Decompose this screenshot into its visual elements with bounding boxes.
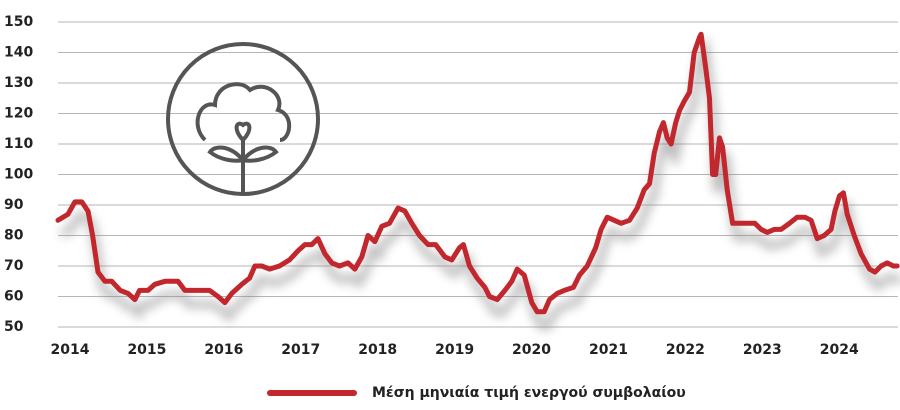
x-tick-label: 2024 [820, 342, 859, 358]
y-tick-label: 90 [4, 197, 24, 213]
x-tick-label: 2017 [281, 342, 320, 358]
x-tick-label: 2023 [743, 342, 782, 358]
x-tick-label: 2018 [358, 342, 397, 358]
x-tick-label: 2020 [512, 342, 551, 358]
x-tick-label: 2015 [127, 342, 166, 358]
x-tick-label: 2022 [666, 342, 705, 358]
y-tick-label: 50 [4, 319, 24, 335]
y-tick-label: 120 [4, 106, 33, 122]
y-tick-label: 110 [4, 136, 33, 152]
series-line [55, 31, 900, 315]
x-tick-label: 2016 [204, 342, 243, 358]
y-tick-label: 60 [4, 289, 24, 305]
y-tick-label: 140 [4, 45, 33, 61]
y-tick-label: 70 [4, 258, 24, 274]
legend-label: Μέση μηνιαία τιμή ενεργού συμβολαίου [372, 385, 686, 401]
y-tick-label: 150 [4, 14, 33, 30]
x-tick-label: 2019 [435, 342, 474, 358]
y-tick-label: 80 [4, 228, 24, 244]
y-tick-label: 130 [4, 75, 33, 91]
cotton-icon [166, 42, 320, 196]
x-tick-label: 2021 [589, 342, 628, 358]
y-tick-label: 100 [4, 167, 33, 183]
x-tick-label: 2014 [51, 342, 90, 358]
